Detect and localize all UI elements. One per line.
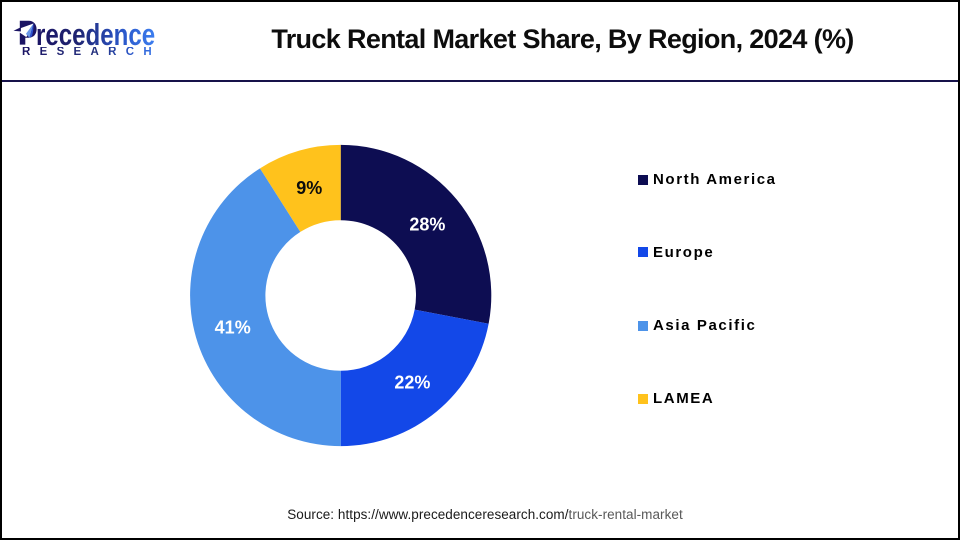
svg-text:9%: 9%	[296, 178, 322, 198]
svg-text:22%: 22%	[394, 373, 430, 393]
svg-text:41%: 41%	[215, 317, 251, 337]
svg-text:28%: 28%	[409, 214, 445, 234]
